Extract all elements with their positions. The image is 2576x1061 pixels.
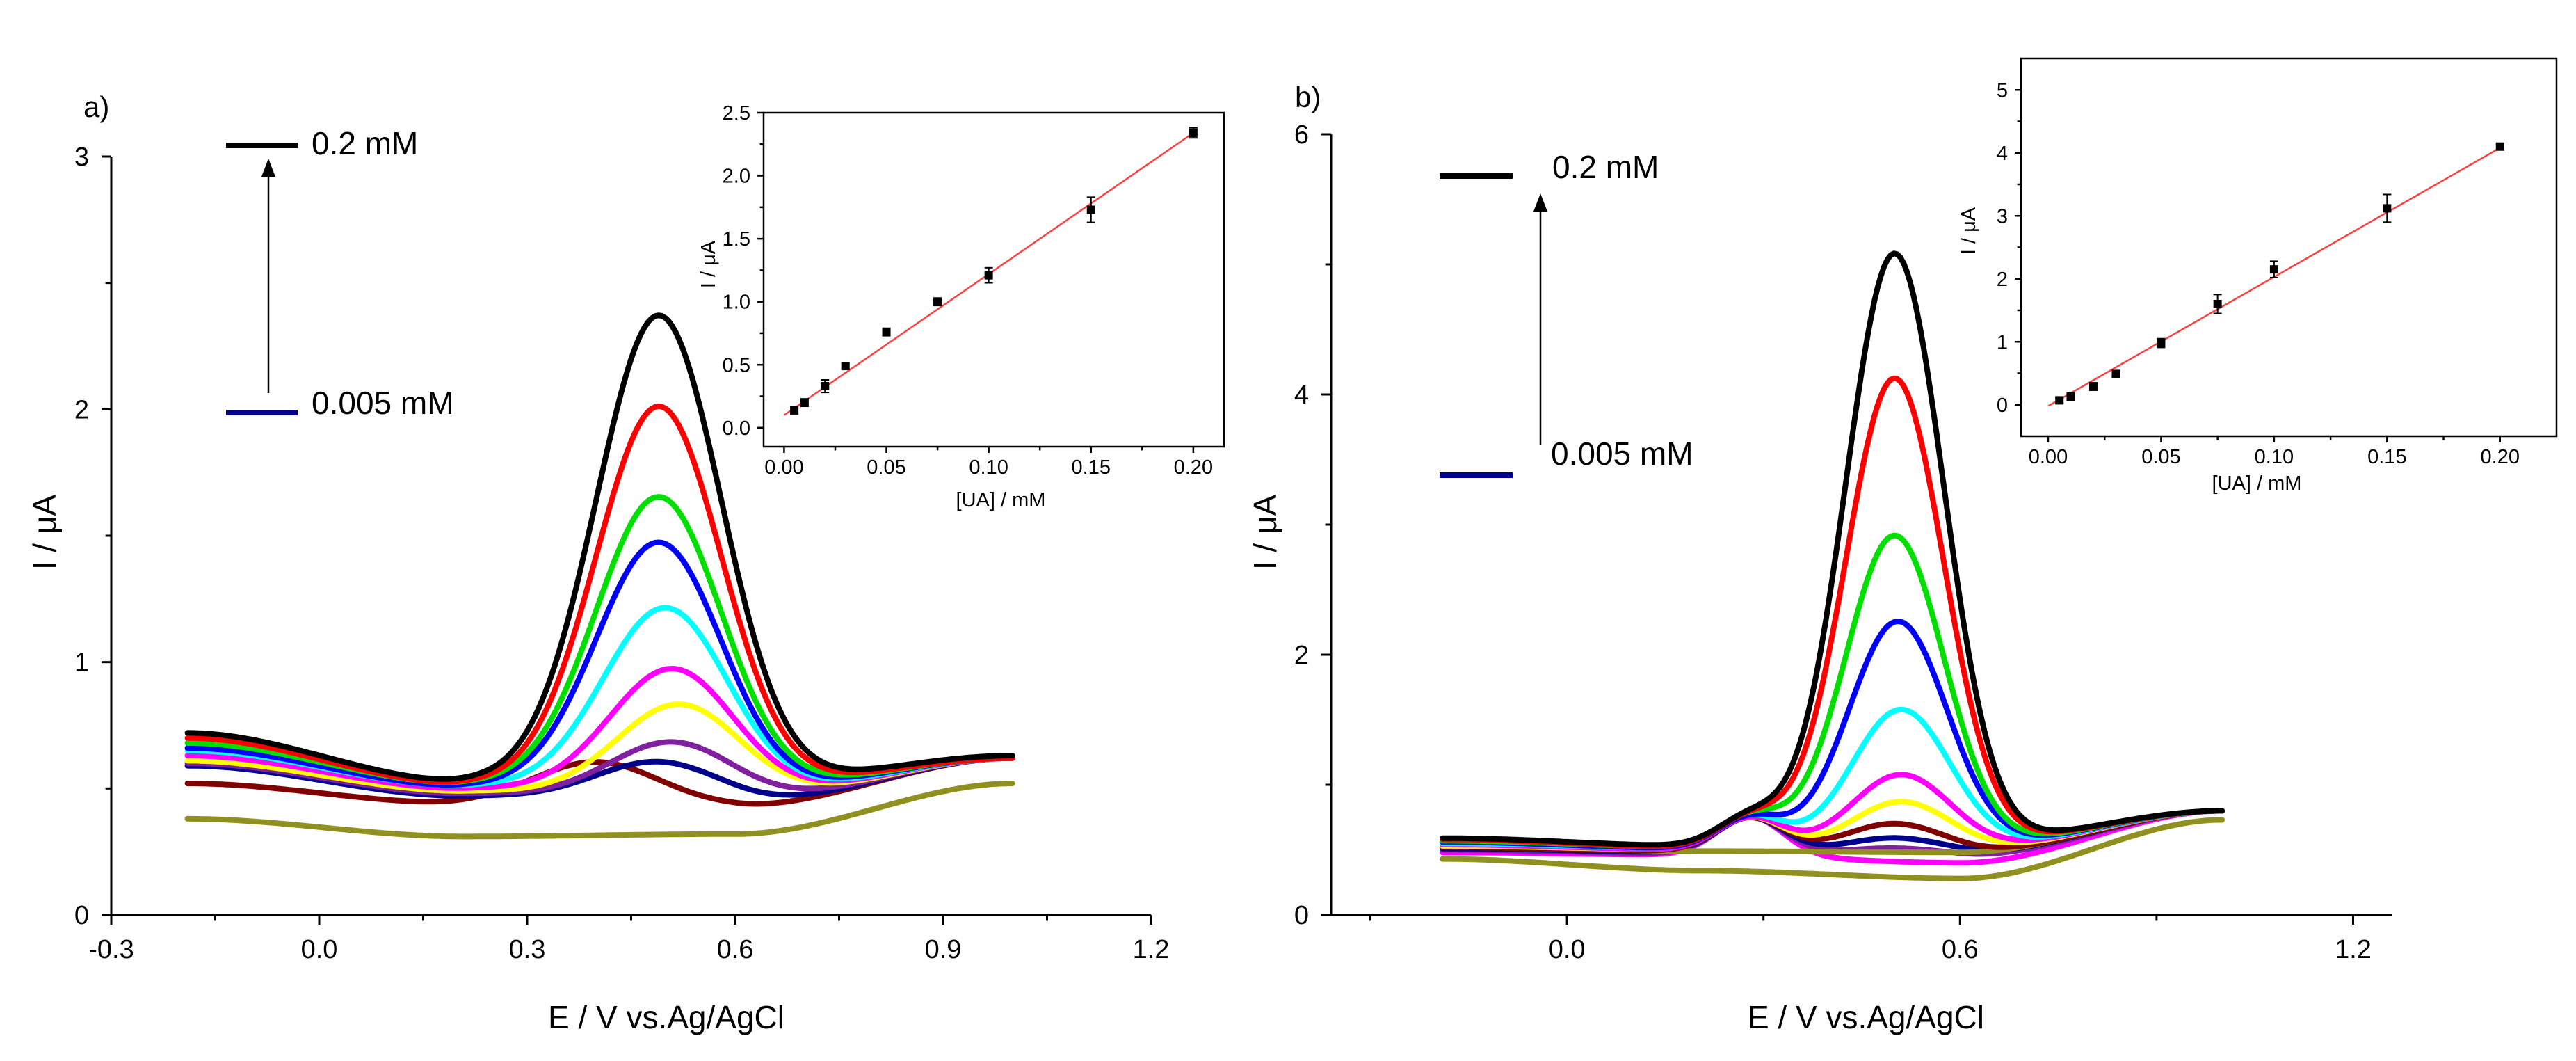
b-inset-data-point (2213, 299, 2222, 308)
a-inset-y-tick-label: 0.5 (723, 354, 750, 376)
a-inset-x-tick-label: 0.00 (764, 456, 803, 479)
a-main-y-tick-label: 3 (74, 143, 89, 172)
b-inset-data-point (2157, 339, 2166, 348)
panel-b: b) 0.0 0.6 1.2 0 2 4 6 E / V vs.Ag/AgCl I / μA… (1247, 57, 2558, 1035)
a-inset-y-tick-label: 1.5 (723, 228, 750, 250)
panel-a-inset-y-axis-label: I / μA (698, 240, 720, 288)
panel-b-x-axis-label: E / V vs.Ag/AgCl (1748, 999, 1984, 1035)
panel-b-inset-x-axis-label: [UA] / mM (2212, 472, 2302, 495)
panel-b-legend-bottom-label: 0.005 mM (1551, 436, 1693, 472)
panel-a-arrow-head (261, 159, 275, 177)
b-inset-y-tick-label: 0 (1997, 394, 2008, 417)
panel-a-inset-marks (783, 127, 1198, 416)
a-main-series-c0_075 (184, 539, 1015, 788)
b-main-series-c0_075 (1440, 619, 2225, 851)
b-inset-data-point (2066, 392, 2075, 401)
panel-a: a) -0.3 0.0 0.3 0.6 0.9 1.2 0 1 2 3 E / V vs.Ag/A… (26, 90, 1225, 1035)
a-inset-y-tick-label: 2.0 (723, 166, 750, 188)
a-inset-data-point (984, 271, 993, 280)
b-inset-frame (2020, 57, 2558, 438)
b-main-y-tick-label: 0 (1294, 901, 1309, 930)
b-main-y-tick-label: 4 (1294, 381, 1309, 410)
panel-b-inset-marks (2047, 142, 2504, 407)
b-inset-y-tick-label: 5 (1997, 79, 2008, 102)
b-main-x-tick-label: 0.6 (1942, 935, 1979, 964)
b-inset-data-point (2111, 369, 2120, 378)
panel-a-x-axis-label: E / V vs.Ag/AgCl (548, 999, 784, 1035)
panel-b-label: b) (1295, 81, 1321, 113)
b-inset-y-tick-label: 4 (1997, 143, 2008, 165)
panel-a-inset-axes: 0.00 0.05 0.10 0.15 0.20 0.0 0.5 1.0 1.5 2.0 2.5 (723, 102, 1225, 479)
a-inset-data-point (1189, 128, 1198, 137)
a-inset-y-tick-label: 0.0 (723, 417, 750, 440)
panel-a-axes: -0.3 0.0 0.3 0.6 0.9 1.2 0 1 2 3 (74, 143, 1170, 964)
b-main-x-tick-label: 1.2 (2335, 935, 2372, 964)
a-inset-data-point (1086, 205, 1095, 214)
a-main-x-tick-label: 0.3 (509, 935, 546, 964)
b-inset-y-tick-label: 1 (1997, 331, 2008, 353)
b-inset-data-point (2495, 142, 2504, 151)
a-main-x-tick-label: 1.2 (1133, 935, 1170, 964)
b-inset-data-point (2269, 265, 2278, 274)
b-inset-x-tick-label: 0.05 (2141, 446, 2180, 468)
a-inset-data-point (800, 398, 809, 407)
panel-b-inset-axes: 0.00 0.05 0.10 0.15 0.20 0 1 2 3 4 5 (1997, 57, 2558, 468)
a-inset-y-tick-label: 2.5 (723, 102, 750, 125)
a-main-y-tick-label: 2 (74, 395, 89, 424)
a-inset-data-point (841, 362, 850, 371)
b-inset-x-tick-label: 0.15 (2367, 446, 2406, 468)
a-inset-x-tick-label: 0.20 (1174, 456, 1213, 479)
panel-a-y-axis-label: I / μA (26, 495, 63, 571)
a-main-x-tick-label: -0.3 (88, 935, 134, 964)
panel-a-inset-x-axis-label: [UA] / mM (956, 489, 1046, 511)
a-inset-data-point (882, 328, 891, 337)
panel-a-legend-top-label: 0.2 mM (312, 125, 418, 161)
b-main-series-c0_2 (1440, 250, 2225, 848)
b-main-y-tick-label: 2 (1294, 641, 1309, 670)
b-main-x-tick-label: 0.0 (1549, 935, 1586, 964)
a-main-x-tick-label: 0.9 (925, 935, 962, 964)
panel-b-inset-y-axis-label: I / μA (1958, 207, 1980, 255)
a-main-y-tick-label: 1 (74, 648, 89, 678)
b-inset-data-point (2088, 382, 2098, 391)
a-inset-data-point (933, 297, 942, 306)
a-main-series-blank (184, 781, 1015, 840)
panel-b-legend-top-label: 0.2 mM (1552, 149, 1659, 185)
a-inset-x-tick-label: 0.15 (1072, 456, 1111, 479)
a-main-x-tick-label: 0.0 (301, 935, 338, 964)
a-inset-data-point (790, 406, 799, 415)
a-inset-frame (762, 111, 1225, 448)
b-main-y-tick-label: 6 (1294, 120, 1309, 150)
panel-a-label: a) (83, 90, 109, 123)
a-inset-x-tick-label: 0.10 (969, 456, 1008, 479)
a-inset-x-tick-label: 0.05 (867, 456, 905, 479)
panel-b-y-axis-label: I / μA (1247, 495, 1283, 571)
b-inset-y-tick-label: 2 (1997, 269, 2008, 291)
a-main-x-tick-label: 0.6 (717, 935, 754, 964)
a-main-y-tick-label: 0 (74, 901, 89, 930)
b-inset-x-tick-label: 0.20 (2481, 446, 2520, 468)
panel-a-legend-bottom-label: 0.005 mM (312, 385, 454, 421)
a-inset-data-point (821, 382, 830, 391)
b-inset-x-tick-label: 0.10 (2255, 446, 2294, 468)
b-inset-y-tick-label: 3 (1997, 205, 2008, 228)
b-inset-data-point (2383, 204, 2392, 213)
b-main-series-blank (1440, 817, 2225, 881)
b-inset-data-point (2055, 396, 2064, 405)
panel-b-curves (1440, 250, 2225, 881)
panel-b-axes: 0.0 0.6 1.2 0 2 4 6 (1294, 120, 2392, 964)
a-main-series-c0_2 (184, 312, 1015, 782)
b-inset-x-tick-label: 0.00 (2029, 446, 2068, 468)
panel-b-arrow-head (1533, 193, 1547, 212)
a-inset-y-tick-label: 1.0 (723, 292, 750, 314)
panel-a-curves (184, 312, 1015, 840)
